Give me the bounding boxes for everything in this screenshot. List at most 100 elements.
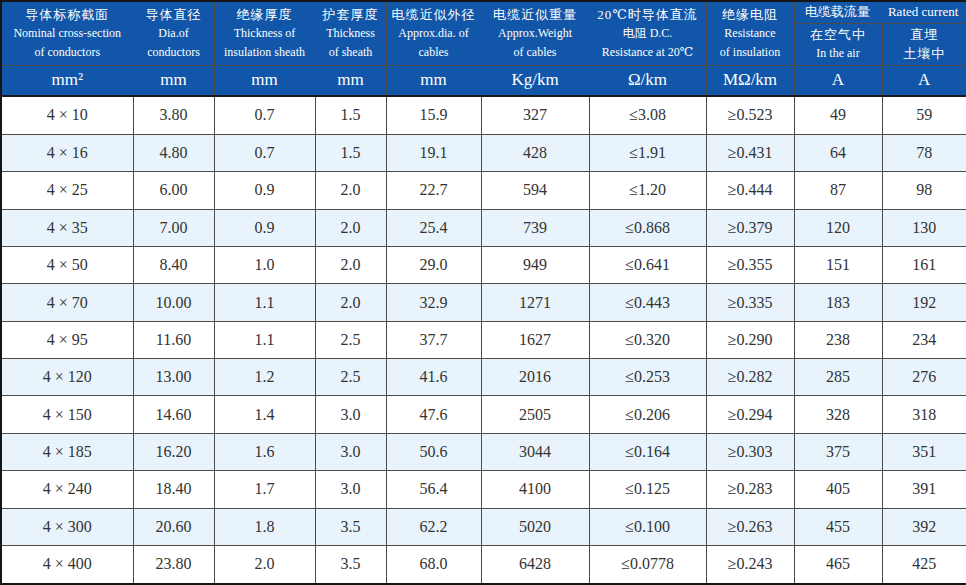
col-header-line: cables <box>387 43 481 62</box>
table-cell: 8.40 <box>133 246 214 283</box>
table-header: 导体标称截面 Nominal cross-section of conducto… <box>1 1 966 96</box>
table-cell: ≥0.294 <box>706 396 794 433</box>
table-cell: 392 <box>882 508 966 545</box>
table-cell: 3.5 <box>315 545 386 584</box>
table-cell: 56.4 <box>386 471 481 508</box>
table-cell: 375 <box>794 433 882 470</box>
col-header-line: of conductors <box>2 43 133 62</box>
table-cell: ≤0.443 <box>589 284 706 321</box>
col-header-line: 土壤中 <box>883 44 966 63</box>
col-header-line: 在空气中 <box>795 25 882 44</box>
table-cell: 327 <box>481 96 589 134</box>
table-row: 4 × 40023.802.03.568.06428≤0.0778≥0.2434… <box>1 545 966 584</box>
table-cell: 276 <box>882 359 966 396</box>
table-cell: 29.0 <box>386 246 481 283</box>
table-cell: 4 × 35 <box>1 209 133 246</box>
table-cell: 6428 <box>481 545 589 584</box>
col-header-nominal-cross-section: 导体标称截面 Nominal cross-section of conducto… <box>1 1 133 65</box>
table-cell: 328 <box>794 396 882 433</box>
table-cell: 1627 <box>481 321 589 358</box>
table-cell: ≥0.263 <box>706 508 794 545</box>
table-cell: ≥0.290 <box>706 321 794 358</box>
header-row-units: mm² mm mm mm mm Kg/km Ω/km MΩ/km A A <box>1 65 966 96</box>
table-cell: 5020 <box>481 508 589 545</box>
table-cell: 391 <box>882 471 966 508</box>
table-row: 4 × 9511.601.12.537.71627≤0.320≥0.290238… <box>1 321 966 358</box>
unit-cell: MΩ/km <box>706 65 794 96</box>
table-row: 4 × 15014.601.43.047.62505≤0.206≥0.29432… <box>1 396 966 433</box>
table-cell: 4 × 300 <box>1 508 133 545</box>
table-cell: 351 <box>882 433 966 470</box>
table-row: 4 × 18516.201.63.050.63044≤0.164≥0.30337… <box>1 433 966 470</box>
table-row: 4 × 357.000.92.025.4739≤0.868≥0.37912013… <box>1 209 966 246</box>
table-cell: 23.80 <box>133 545 214 584</box>
table-cell: 2.0 <box>214 545 315 584</box>
table-cell: 64 <box>794 134 882 171</box>
table-cell: 7.00 <box>133 209 214 246</box>
col-header-line: of insulation <box>707 43 794 62</box>
table-cell: 13.00 <box>133 359 214 396</box>
table-cell: 1271 <box>481 284 589 321</box>
table-cell: 2.0 <box>315 172 386 209</box>
table-cell: ≥0.431 <box>706 134 794 171</box>
table-cell: 49 <box>794 96 882 134</box>
table-cell: 183 <box>794 284 882 321</box>
table-cell: ≥0.444 <box>706 172 794 209</box>
table-cell: 25.4 <box>386 209 481 246</box>
table-cell: 192 <box>882 284 966 321</box>
table-cell: 47.6 <box>386 396 481 433</box>
table-cell: 465 <box>794 545 882 584</box>
table-cell: 4 × 240 <box>1 471 133 508</box>
unit-cell: Kg/km <box>481 65 589 96</box>
table-cell: 405 <box>794 471 882 508</box>
col-header-line: 护套厚度 <box>316 5 386 24</box>
table-cell: ≥0.243 <box>706 545 794 584</box>
table-cell: 10.00 <box>133 284 214 321</box>
col-header-line: Approx.Weight <box>482 24 589 43</box>
table-cell: ≥0.303 <box>706 433 794 470</box>
table-cell: 4 × 70 <box>1 284 133 321</box>
table-cell: ≤0.206 <box>589 396 706 433</box>
table-cell: 4 × 400 <box>1 545 133 584</box>
unit-cell: A <box>794 65 882 96</box>
table-cell: ≤0.100 <box>589 508 706 545</box>
table-cell: ≤0.868 <box>589 209 706 246</box>
col-header-approx-weight: 电缆近似重量 Approx.Weight of cables <box>481 1 589 65</box>
table-cell: 4 × 120 <box>1 359 133 396</box>
table-row: 4 × 7010.001.12.032.91271≤0.443≥0.335183… <box>1 284 966 321</box>
col-header-line: 电阻 D.C. <box>590 24 706 43</box>
current-group-split: 电缆载流量 Rated current <box>795 2 966 22</box>
table-cell: 4 × 25 <box>1 172 133 209</box>
table-cell: 37.7 <box>386 321 481 358</box>
table-cell: 594 <box>481 172 589 209</box>
col-header-line: 导体直径 <box>134 5 214 24</box>
table-row: 4 × 30020.601.83.562.25020≤0.100≥0.26345… <box>1 508 966 545</box>
current-group-label-en: Rated current <box>880 2 966 22</box>
col-header-line: Approx.dia. of <box>387 24 481 43</box>
table-cell: 1.7 <box>214 471 315 508</box>
table-cell: ≥0.282 <box>706 359 794 396</box>
unit-cell: Ω/km <box>589 65 706 96</box>
table-cell: 6.00 <box>133 172 214 209</box>
table-cell: 4 × 16 <box>1 134 133 171</box>
table-cell: 3044 <box>481 433 589 470</box>
cable-spec-table: 导体标称截面 Nominal cross-section of conducto… <box>0 0 966 585</box>
col-header-line: 绝缘电阻 <box>707 5 794 24</box>
col-header-conductor-diameter: 导体直径 Dia.of conductors <box>133 1 214 65</box>
table-cell: 2.0 <box>315 284 386 321</box>
table-cell: 1.5 <box>315 96 386 134</box>
table-cell: 4 × 150 <box>1 396 133 433</box>
col-header-line: conductors <box>134 43 214 62</box>
table-cell: 3.80 <box>133 96 214 134</box>
current-group-label-zh: 电缆载流量 <box>795 2 881 22</box>
table-cell: 15.9 <box>386 96 481 134</box>
table-cell: 22.7 <box>386 172 481 209</box>
table-cell: ≤1.20 <box>589 172 706 209</box>
table-cell: 1.4 <box>214 396 315 433</box>
table-cell: 2016 <box>481 359 589 396</box>
table-row: 4 × 164.800.71.519.1428≤1.91≥0.4316478 <box>1 134 966 171</box>
table-cell: 2505 <box>481 396 589 433</box>
table-cell: 3.5 <box>315 508 386 545</box>
col-header-line: of sheath <box>316 43 386 62</box>
table-cell: 3.0 <box>315 396 386 433</box>
